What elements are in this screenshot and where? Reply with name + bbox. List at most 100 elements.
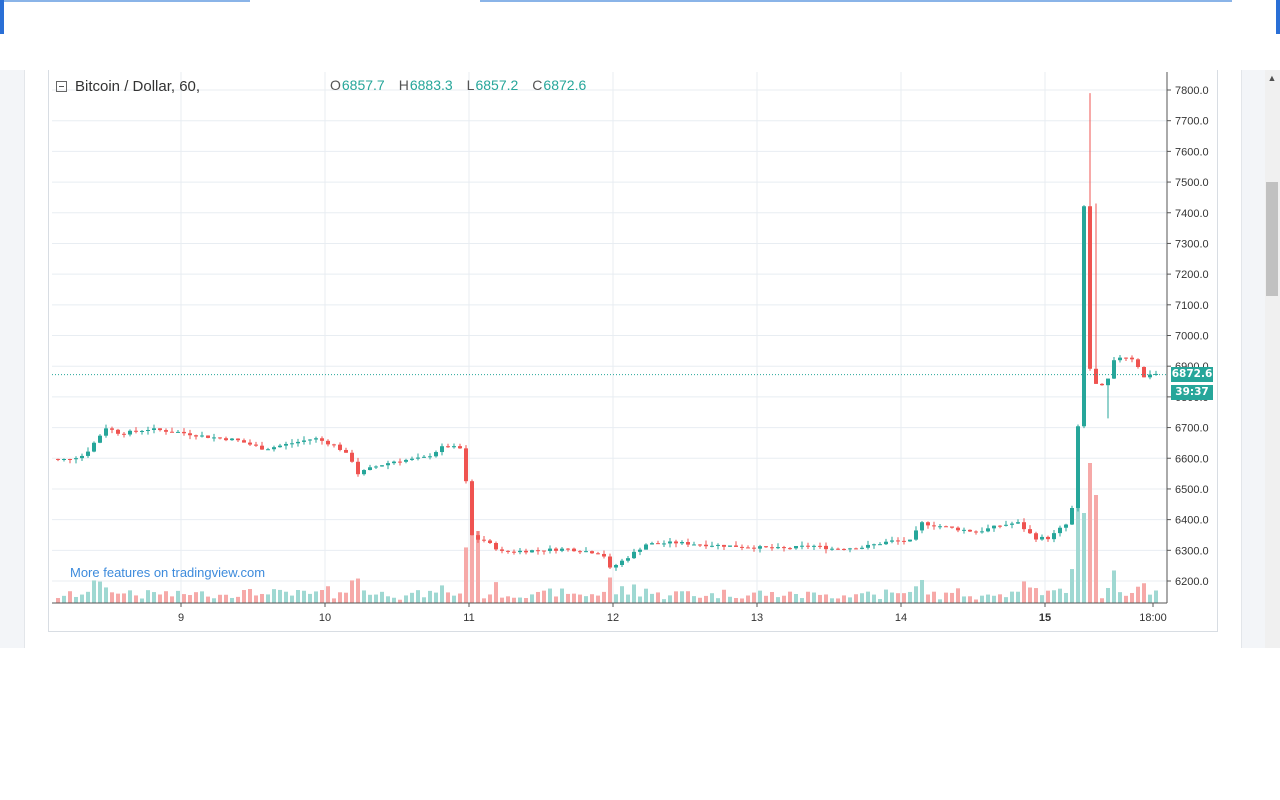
candle-body <box>110 428 114 430</box>
volume-bar <box>548 588 552 603</box>
volume-bar <box>122 593 126 603</box>
candle-body <box>1100 383 1104 386</box>
candle-body <box>734 545 738 547</box>
candle-body <box>686 542 690 545</box>
volume-bar <box>134 595 138 603</box>
candle-body <box>752 547 756 549</box>
candle-body <box>134 430 138 432</box>
candle-body <box>1112 360 1116 379</box>
tradingview-promo-link[interactable]: More features on tradingview.com <box>70 565 266 580</box>
volume-bar <box>776 597 780 603</box>
candle-body <box>572 548 576 552</box>
price-axis[interactable]: 7800.0 7700.0 7600.0 7500.0 7400.0 7300.0 7200… <box>1166 72 1209 603</box>
candle-body <box>470 481 474 536</box>
page-bottom-area <box>0 648 1280 800</box>
price-tick-label: 6500.0 <box>1175 484 1209 496</box>
volume-bar <box>1106 587 1110 603</box>
collapse-toggle-icon[interactable] <box>56 80 67 92</box>
volume-bar <box>476 531 480 603</box>
volume-bar <box>1034 588 1038 603</box>
volume-bar <box>764 595 768 603</box>
time-axis[interactable]: 9 10 11 12 13 14 15 18:00 <box>52 602 1167 624</box>
chart-container[interactable] <box>48 70 1218 632</box>
volume-bar <box>740 598 744 603</box>
price-tick-label: 7500.0 <box>1175 177 1209 189</box>
volume-bar <box>758 590 762 603</box>
volume-bar <box>662 599 666 603</box>
volume-bar <box>656 592 660 603</box>
time-tick-label: 14 <box>895 612 907 624</box>
volume-bar <box>260 593 264 603</box>
volume-bar <box>1010 591 1014 603</box>
volume-bar <box>488 594 492 603</box>
candle-body <box>116 429 120 434</box>
volume-bar <box>1142 583 1146 603</box>
volume-bar <box>968 596 972 603</box>
candle-body <box>260 445 264 450</box>
candle-body <box>482 539 486 541</box>
volume-bar <box>872 594 876 603</box>
price-tick-label: 7600.0 <box>1175 146 1209 158</box>
candle-body <box>128 430 132 435</box>
volume-bar <box>446 592 450 603</box>
candle-body <box>1064 524 1068 528</box>
volume-bar <box>320 590 324 603</box>
volume-bar <box>620 586 624 603</box>
candle-body <box>1118 357 1122 361</box>
candle-body <box>770 547 774 549</box>
volume-bar <box>452 595 456 603</box>
volume-bar <box>332 598 336 603</box>
candle-body <box>896 540 900 542</box>
candle-body <box>86 451 90 456</box>
high-value: 6883.3 <box>409 77 453 93</box>
volume-bar <box>518 597 522 603</box>
candle-body <box>464 448 468 482</box>
candle-body <box>362 470 366 475</box>
volume-bar <box>920 579 924 603</box>
volume-bar <box>1076 476 1080 603</box>
candle-body <box>584 551 588 553</box>
candle-body <box>554 548 558 551</box>
price-tick-label: 7300.0 <box>1175 238 1209 250</box>
candle-body <box>842 548 846 550</box>
volume-bar <box>596 595 600 603</box>
volume-bar <box>788 591 792 603</box>
candle-body <box>626 558 630 561</box>
candle-body <box>146 429 150 431</box>
volume-bar <box>686 591 690 603</box>
candle-body <box>308 439 312 441</box>
candle-body <box>878 544 882 546</box>
volume-bar <box>266 594 270 603</box>
volume-bar <box>650 593 654 603</box>
volume-bar <box>62 595 66 603</box>
volume-bar <box>794 594 798 603</box>
candle-body <box>212 437 216 439</box>
volume-bar <box>1004 597 1008 603</box>
candle-body <box>938 526 942 528</box>
candle-body <box>830 548 834 550</box>
volume-bar <box>1016 591 1020 603</box>
volume-bar <box>608 577 612 603</box>
candle-body <box>62 459 66 461</box>
candle-body <box>836 548 840 550</box>
candle-body <box>1040 536 1044 540</box>
volume-bar <box>512 597 516 603</box>
candle-body <box>782 547 786 549</box>
page-margin-left <box>0 70 25 648</box>
candle-body <box>428 456 432 458</box>
candle-body <box>956 527 960 531</box>
volume-bar <box>182 594 186 603</box>
volume-bar <box>356 578 360 603</box>
scrollbar-thumb[interactable] <box>1266 182 1278 296</box>
candle-body <box>848 548 852 550</box>
candle-body <box>608 556 612 568</box>
candle-body <box>1058 527 1062 534</box>
time-tick-label: 18:00 <box>1139 612 1167 624</box>
scroll-up-icon[interactable]: ▲ <box>1267 73 1277 83</box>
volume-bar <box>854 594 858 603</box>
volume-bar <box>812 592 816 603</box>
candle-body <box>866 544 870 548</box>
volume-bar <box>800 598 804 603</box>
candle-body <box>602 553 606 557</box>
